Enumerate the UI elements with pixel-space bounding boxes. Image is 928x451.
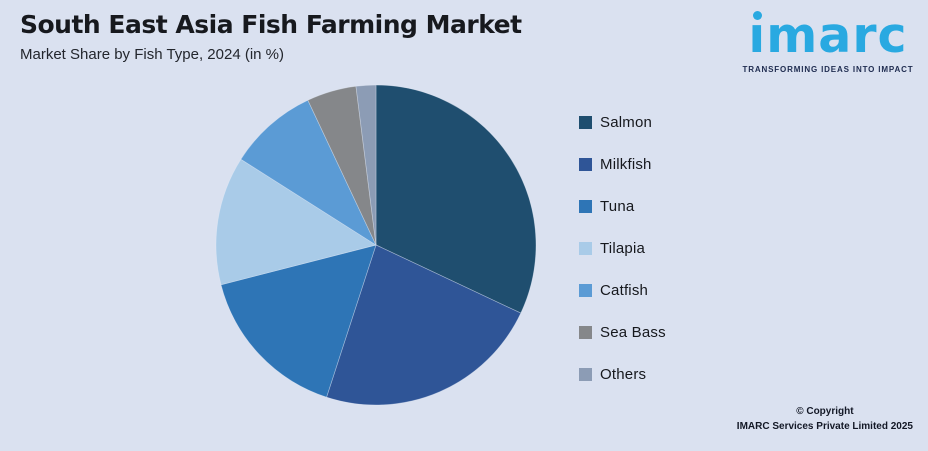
legend-label: Tuna xyxy=(600,197,635,215)
pie-slice-sea-bass xyxy=(307,85,377,246)
legend-swatch-icon xyxy=(579,199,592,213)
legend-label: Sea Bass xyxy=(600,323,666,341)
legend-swatch-icon xyxy=(579,241,592,255)
imarc-logo-dot-icon xyxy=(753,11,763,20)
legend-swatch-icon xyxy=(579,367,592,381)
page-title: South East Asia Fish Farming Market xyxy=(20,10,522,39)
pie-slice-milkfish xyxy=(326,244,522,406)
pie-slice-catfish xyxy=(240,99,377,246)
copyright-line2: IMARC Services Private Limited 2025 xyxy=(736,420,913,432)
legend-swatch-icon xyxy=(579,283,592,297)
legend: Salmon Milkfish Tuna Tilapia Catfish Sea Bass… xyxy=(579,112,666,384)
header: South East Asia Fish Farming Market Mark… xyxy=(20,10,522,63)
legend-swatch-icon xyxy=(579,115,592,129)
pie-slice-others xyxy=(355,84,377,246)
legend-item-sea-bass: Sea Bass xyxy=(579,322,666,342)
legend-item-milkfish: Milkfish xyxy=(579,154,666,174)
legend-label: Catfish xyxy=(600,281,649,299)
copyright-line1: © Copyright xyxy=(796,406,854,417)
legend-swatch-icon xyxy=(579,325,592,339)
pie-slice-tilapia xyxy=(215,158,377,286)
imarc-logo-tagline: TRANSFORMING IDEAS INTO IMPACT xyxy=(742,65,914,75)
legend-swatch-icon xyxy=(579,157,592,171)
legend-label: Salmon xyxy=(600,113,653,131)
imarc-logo: ımarc TRANSFORMING IDEAS INTO IMPACT xyxy=(736,7,920,75)
imarc-logo-text: ımarc xyxy=(748,7,908,64)
copyright-notice: © Copyright IMARC Services Private Limit… xyxy=(737,405,913,434)
legend-item-catfish: Catfish xyxy=(579,280,666,300)
pie-chart xyxy=(215,84,537,406)
legend-item-tuna: Tuna xyxy=(579,196,666,216)
page-subtitle: Market Share by Fish Type, 2024 (in %) xyxy=(20,46,285,63)
legend-label: Milkfish xyxy=(600,155,652,173)
legend-label: Tilapia xyxy=(600,239,646,257)
imarc-logo-wordmark: ımarc xyxy=(748,7,908,64)
pie-slice-salmon xyxy=(375,84,537,314)
legend-item-others: Others xyxy=(579,364,666,384)
pie-slice-tuna xyxy=(220,244,377,398)
legend-label: Others xyxy=(600,365,647,383)
legend-item-tilapia: Tilapia xyxy=(579,238,666,258)
legend-item-salmon: Salmon xyxy=(579,112,666,132)
